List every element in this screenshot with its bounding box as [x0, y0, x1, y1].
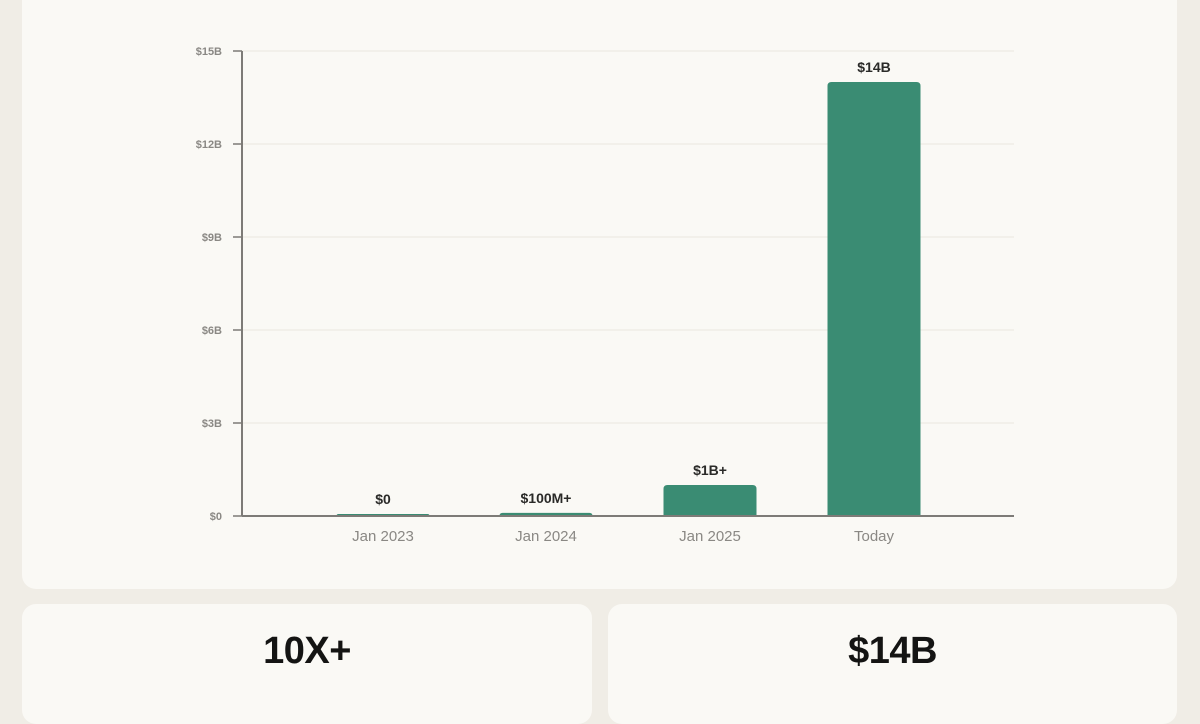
stat-revenue-value: $14B — [848, 630, 937, 672]
bar-value-label: $1B+ — [693, 462, 727, 478]
y-tick-label: $0 — [210, 511, 222, 523]
y-tick-label: $3B — [202, 418, 222, 430]
y-tick-label: $9B — [202, 232, 222, 244]
x-tick-label: Jan 2025 — [679, 528, 741, 545]
y-tick-label: $6B — [202, 325, 222, 337]
bar-value-label: $100M+ — [521, 490, 572, 506]
bar-value-label: $14B — [857, 59, 890, 75]
bar-value-label: $0 — [375, 491, 391, 507]
revenue-bar-chart: $0 $100M+ $1B+ $14B $0 $3B $6B $9B $12B $15B Jan … — [196, 46, 1014, 545]
axes: $0 $3B $6B $9B $12B $15B Jan 2023 Jan 2024 Jan 2… — [196, 46, 1014, 545]
x-tick-label: Jan 2023 — [352, 528, 414, 545]
x-tick-label: Jan 2024 — [515, 528, 577, 545]
bar — [663, 485, 757, 516]
y-tick-label: $15B — [196, 46, 222, 58]
y-tick-label: $12B — [196, 139, 222, 151]
stat-growth-value: 10X+ — [263, 630, 351, 672]
bars: $0 $100M+ $1B+ $14B — [336, 59, 921, 516]
stat-card-growth: 10X+ — [22, 604, 592, 724]
x-tick-label: Today — [854, 528, 895, 545]
chart-card — [22, 0, 1177, 589]
stat-card-revenue: $14B — [608, 604, 1177, 724]
bar — [827, 82, 921, 516]
